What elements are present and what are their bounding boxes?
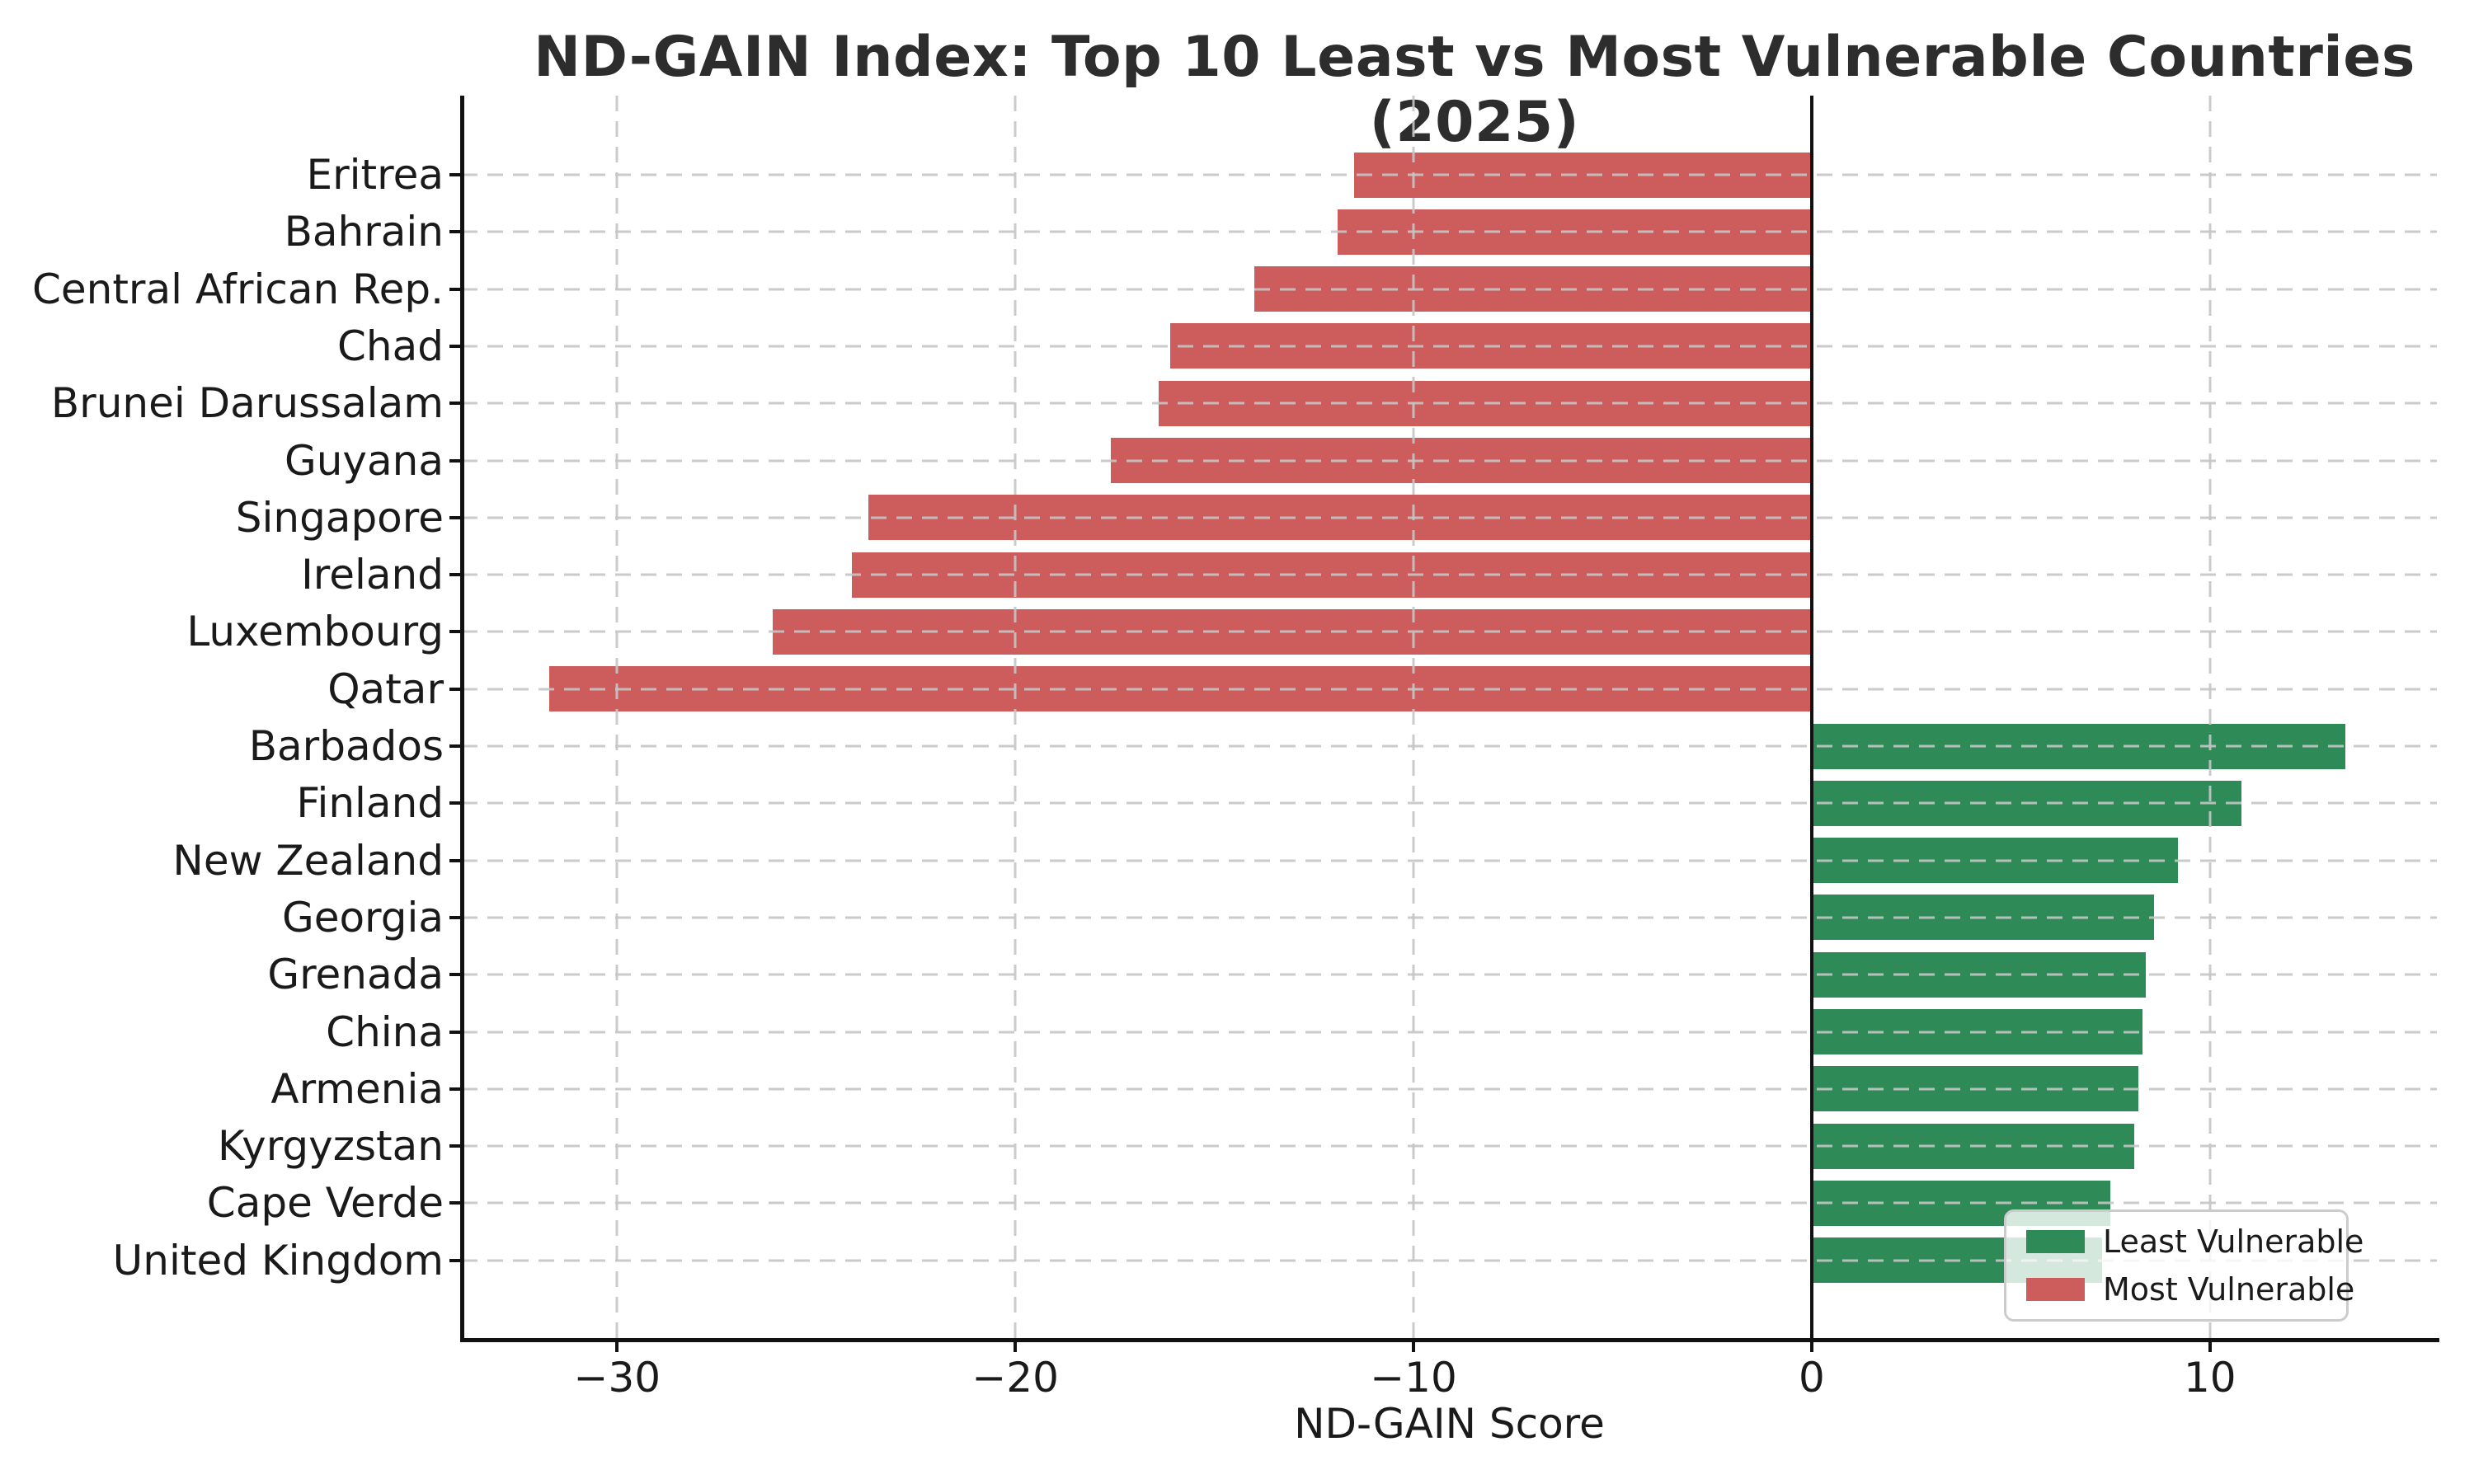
y-tick-label-barbados: Barbados <box>248 722 444 770</box>
gridline-y-ireland <box>462 573 2437 576</box>
gridline-y-guyana <box>462 459 2437 462</box>
y-tick-singapore <box>449 515 462 519</box>
y-tick-label-singapore: Singapore <box>235 493 444 542</box>
x-tick-label--20: −20 <box>971 1354 1059 1402</box>
gridline-y-cape-verde <box>462 1201 2437 1205</box>
chart-title: ND-GAIN Index: Top 10 Least vs Most Vuln… <box>534 25 2415 155</box>
y-tick-kyrgyzstan <box>449 1144 462 1148</box>
gridline-y-new-zealand <box>462 859 2437 862</box>
y-tick-label-georgia: Georgia <box>281 893 444 942</box>
y-tick-china <box>449 1030 462 1034</box>
y-tick-label-finland: Finland <box>296 779 444 828</box>
y-tick-barbados <box>449 744 462 748</box>
x-tick-label-0: 0 <box>1798 1354 1825 1402</box>
x-tick--30 <box>615 1340 619 1352</box>
x-tick-10 <box>2208 1340 2212 1352</box>
bottom-spine <box>459 1337 2439 1342</box>
gridline-y-chad <box>462 345 2437 348</box>
y-tick-label-eritrea: Eritrea <box>306 151 444 199</box>
y-tick-label-luxembourg: Luxembourg <box>186 608 444 656</box>
legend-label-most-vulnerable: Most Vulnerable <box>2103 1271 2355 1308</box>
gridline-y-bahrain <box>462 230 2437 233</box>
y-tick-label-kyrgyzstan: Kyrgyzstan <box>218 1122 444 1171</box>
legend-item-least-vulnerable: Least Vulnerable <box>2026 1223 2363 1260</box>
y-tick-label-new-zealand: New Zealand <box>172 836 444 885</box>
gridline-x--20 <box>1014 96 1017 1340</box>
x-tick-0 <box>1809 1340 1813 1352</box>
gridline-y-luxembourg <box>462 630 2437 633</box>
x-tick-label-10: 10 <box>2183 1354 2236 1402</box>
left-spine <box>459 96 464 1342</box>
gridline-y-qatar <box>462 688 2437 691</box>
y-tick-cape-verde <box>449 1201 462 1205</box>
y-tick-label-guyana: Guyana <box>285 436 444 485</box>
y-tick-brunei-darussalam <box>449 402 462 406</box>
y-tick-bahrain <box>449 230 462 234</box>
x-tick--10 <box>1412 1340 1416 1352</box>
gridline-y-brunei-darussalam <box>462 402 2437 405</box>
y-tick-grenada <box>449 973 462 977</box>
y-tick-label-ireland: Ireland <box>301 551 444 599</box>
y-tick-label-united-kingdom: United Kingdom <box>112 1236 444 1284</box>
y-tick-label-brunei-darussalam: Brunei Darussalam <box>50 379 444 428</box>
legend: Least Vulnerable Most Vulnerable <box>2004 1209 2363 1322</box>
legend-label-least-vulnerable: Least Vulnerable <box>2103 1223 2364 1260</box>
y-tick-label-central-african-rep: Central African Rep. <box>31 265 444 313</box>
y-tick-label-china: China <box>326 1007 444 1056</box>
x-tick-label--10: −10 <box>1370 1354 1457 1402</box>
gridline-y-eritrea <box>462 173 2437 176</box>
y-tick-central-african-rep <box>449 287 462 291</box>
y-tick-luxembourg <box>449 630 462 634</box>
gridline-x-10 <box>2208 96 2212 1340</box>
gridline-y-united-kingdom <box>462 1259 2437 1262</box>
legend-swatch-least-vulnerable <box>2026 1230 2085 1253</box>
gridline-y-grenada <box>462 973 2437 976</box>
gridline-y-singapore <box>462 516 2437 519</box>
y-tick-label-bahrain: Bahrain <box>284 208 444 256</box>
legend-item-most-vulnerable: Most Vulnerable <box>2026 1271 2354 1308</box>
gridline-x--10 <box>1412 96 1415 1340</box>
gridline-y-china <box>462 1031 2437 1033</box>
y-tick-ireland <box>449 573 462 577</box>
y-tick-armenia <box>449 1087 462 1091</box>
gridline-x--30 <box>615 96 618 1340</box>
y-tick-label-armenia: Armenia <box>270 1064 444 1113</box>
y-tick-georgia <box>449 915 462 919</box>
y-tick-guyana <box>449 458 462 463</box>
gridline-y-barbados <box>462 744 2437 748</box>
gridline-y-central-african-rep <box>462 288 2437 291</box>
y-tick-label-cape-verde: Cape Verde <box>206 1179 444 1228</box>
y-tick-qatar <box>449 687 462 691</box>
y-tick-label-chad: Chad <box>337 322 444 370</box>
zero-axis-line <box>1809 96 1813 1340</box>
x-tick-label--30: −30 <box>573 1354 661 1402</box>
y-tick-label-qatar: Qatar <box>327 665 444 713</box>
gridline-y-kyrgyzstan <box>462 1144 2437 1148</box>
x-axis-label: ND-GAIN Score <box>1294 1400 1605 1448</box>
y-tick-label-grenada: Grenada <box>267 951 444 999</box>
y-tick-finland <box>449 801 462 805</box>
y-tick-eritrea <box>449 173 462 176</box>
gridline-y-georgia <box>462 916 2437 919</box>
x-tick--20 <box>1014 1340 1018 1352</box>
gridline-y-finland <box>462 801 2437 805</box>
y-tick-new-zealand <box>449 858 462 862</box>
y-tick-united-kingdom <box>449 1258 462 1262</box>
gridline-y-armenia <box>462 1087 2437 1091</box>
y-tick-chad <box>449 344 462 348</box>
legend-swatch-most-vulnerable <box>2026 1278 2085 1301</box>
